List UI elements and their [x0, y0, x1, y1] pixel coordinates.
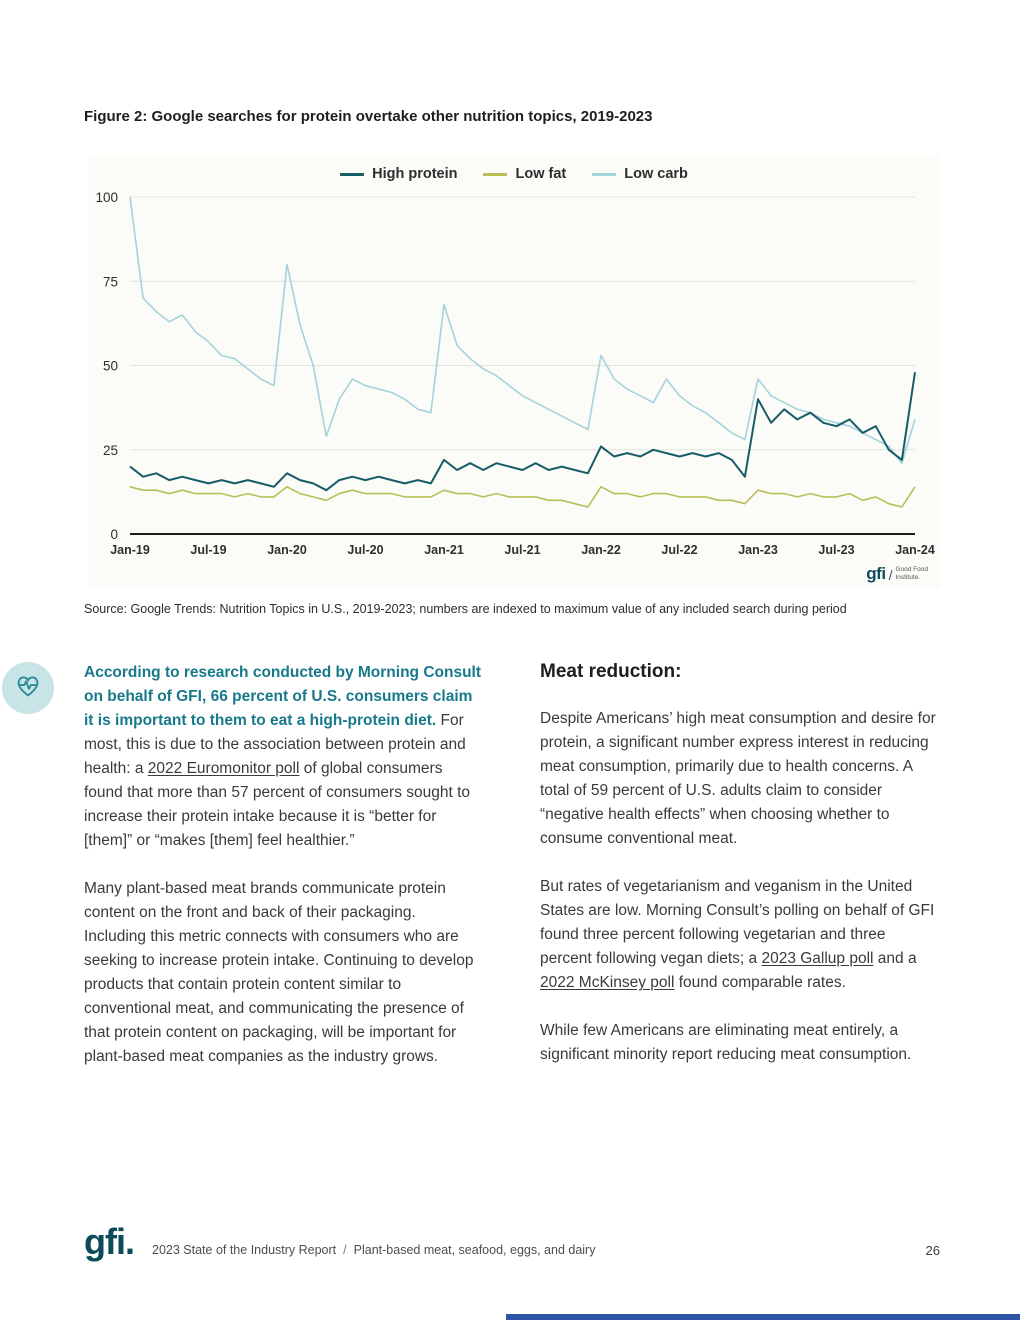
meat-reduction-paragraph-2: But rates of vegetarianism and veganism … — [540, 878, 935, 991]
meat-reduction-paragraph-3: While few Americans are eliminating meat… — [540, 1022, 912, 1063]
trends-chart: High protein Low fat Low carb 0 25 50 75 100 Ja… — [88, 155, 940, 588]
legend-item: Low fat — [483, 166, 566, 182]
gfi-wordmark: gfi — [866, 564, 886, 583]
gfi-full-name: Good Food Institute. — [895, 566, 928, 582]
y-tick-label: 0 — [110, 527, 118, 542]
series-line-low-fat — [129, 485, 916, 508]
packaging-paragraph: Many plant-based meat brands communicate… — [84, 880, 474, 1065]
footer-breadcrumb: 2023 State of the Industry Report / Plant-… — [152, 1243, 595, 1257]
legend-line-swatch — [592, 172, 617, 176]
gfi-footer-logo: gfi. — [84, 1221, 135, 1262]
y-tick-label: 25 — [103, 443, 118, 458]
series-line-low-carb — [129, 196, 916, 465]
legend-line-swatch — [340, 172, 365, 176]
x-tick-label: Jan-21 — [424, 543, 464, 557]
x-tick-label: Jul-21 — [504, 543, 540, 557]
legend-label: High protein — [372, 166, 458, 182]
legend-item: Low carb — [592, 166, 688, 182]
x-tick-label: Jan-24 — [895, 543, 935, 557]
x-tick-label: Jul-19 — [190, 543, 226, 557]
health-section-badge — [2, 662, 54, 714]
mckinsey-poll-link[interactable]: 2022 McKinsey poll — [540, 974, 675, 991]
x-tick-label: Jul-20 — [347, 543, 383, 557]
legend-line-swatch — [483, 172, 508, 176]
heart-pulse-icon — [13, 671, 43, 706]
intro-paragraph: According to research conducted by Morni… — [84, 664, 482, 849]
bottom-accent-bar — [506, 1314, 1020, 1320]
right-text-column: Meat reduction: Despite Americans’ high … — [540, 661, 937, 1067]
chart-source-note: Source: Google Trends: Nutrition Topics … — [84, 602, 847, 616]
y-tick-label: 100 — [95, 190, 118, 205]
euromonitor-poll-link[interactable]: 2022 Euromonitor poll — [147, 760, 300, 777]
line-chart-svg: 0 25 50 75 100 Jan-19 Jul-19 Jan-20 Jul-20 Jan-21… — [95, 190, 935, 557]
series-line-high-protein — [129, 372, 916, 492]
gallup-poll-link[interactable]: 2023 Gallup poll — [761, 950, 874, 967]
chart-legend: High protein Low fat Low carb — [88, 161, 940, 187]
meat-reduction-heading: Meat reduction: — [540, 661, 682, 682]
gfi-chart-logo: gfi / Good Food Institute. — [866, 565, 928, 582]
legend-label: Low fat — [515, 166, 567, 182]
logo-slash: / — [888, 567, 893, 583]
figure-title: Figure 2: Google searches for protein ov… — [84, 108, 653, 125]
legend-item: High protein — [340, 166, 457, 182]
y-tick-label: 75 — [103, 274, 118, 289]
intro-highlight-text: According to research conducted by Morni… — [84, 664, 482, 729]
left-text-column: According to research conducted by Morni… — [84, 661, 482, 1069]
footer-separator: / — [343, 1243, 347, 1257]
x-tick-label: Jul-23 — [818, 543, 854, 557]
x-tick-label: Jan-19 — [110, 543, 150, 557]
y-tick-label: 50 — [103, 359, 118, 374]
x-tick-label: Jan-20 — [267, 543, 307, 557]
legend-label: Low carb — [624, 166, 688, 182]
x-tick-label: Jan-22 — [581, 543, 621, 557]
footer-report-title: 2023 State of the Industry Report — [152, 1243, 337, 1257]
footer-section-title: Plant-based meat, seafood, eggs, and dai… — [353, 1243, 596, 1257]
x-tick-label: Jan-23 — [738, 543, 778, 557]
page-number: 26 — [925, 1243, 940, 1258]
meat-reduction-paragraph-1: Despite Americans’ high meat consumption… — [540, 710, 936, 847]
x-tick-label: Jul-22 — [661, 543, 697, 557]
